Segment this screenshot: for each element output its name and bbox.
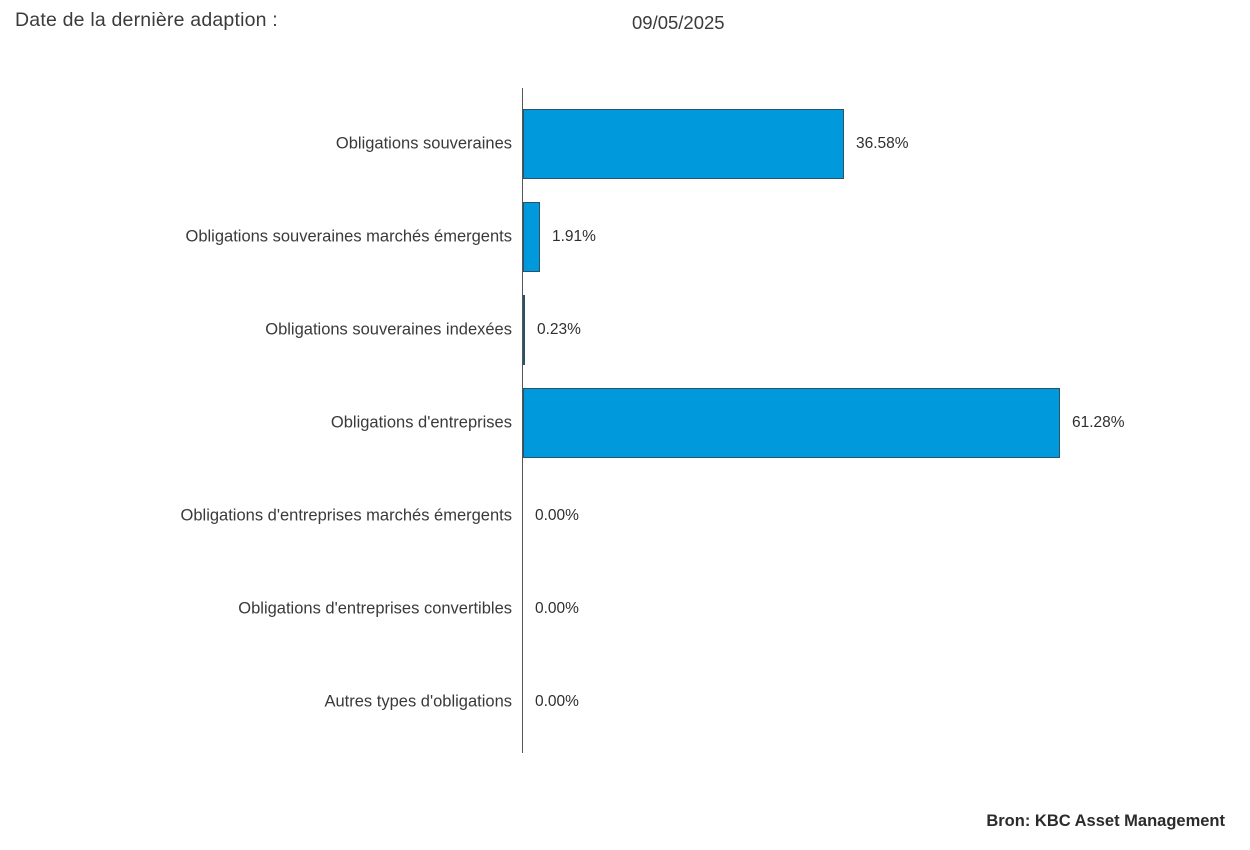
value-label: 0.00% — [535, 693, 579, 710]
value-label: 61.28% — [1072, 414, 1125, 431]
bar-2 — [523, 295, 525, 365]
value-label: 0.00% — [535, 507, 579, 524]
source-note: Bron: KBC Asset Management — [986, 812, 1225, 830]
value-label: 0.23% — [537, 321, 581, 338]
value-label: 1.91% — [552, 228, 596, 245]
value-label: 36.58% — [856, 135, 909, 152]
bar-0 — [523, 109, 844, 179]
category-label: Obligations souveraines — [335, 134, 512, 153]
category-label: Obligations d'entreprises marchés émerge… — [180, 506, 512, 525]
category-label: Autres types d'obligations — [324, 692, 512, 711]
bar-1 — [523, 202, 540, 272]
category-label: Obligations souveraines marchés émergent… — [185, 227, 513, 246]
category-label: Obligations souveraines indexées — [265, 320, 512, 339]
value-label: 0.00% — [535, 600, 579, 617]
last-update-date: 09/05/2025 — [632, 12, 725, 33]
last-update-label: Date de la dernière adaption : — [15, 9, 278, 31]
bar-3 — [523, 388, 1060, 458]
y-axis-line — [522, 88, 523, 753]
category-label: Obligations d'entreprises convertibles — [238, 599, 512, 618]
category-label: Obligations d'entreprises — [330, 413, 512, 432]
